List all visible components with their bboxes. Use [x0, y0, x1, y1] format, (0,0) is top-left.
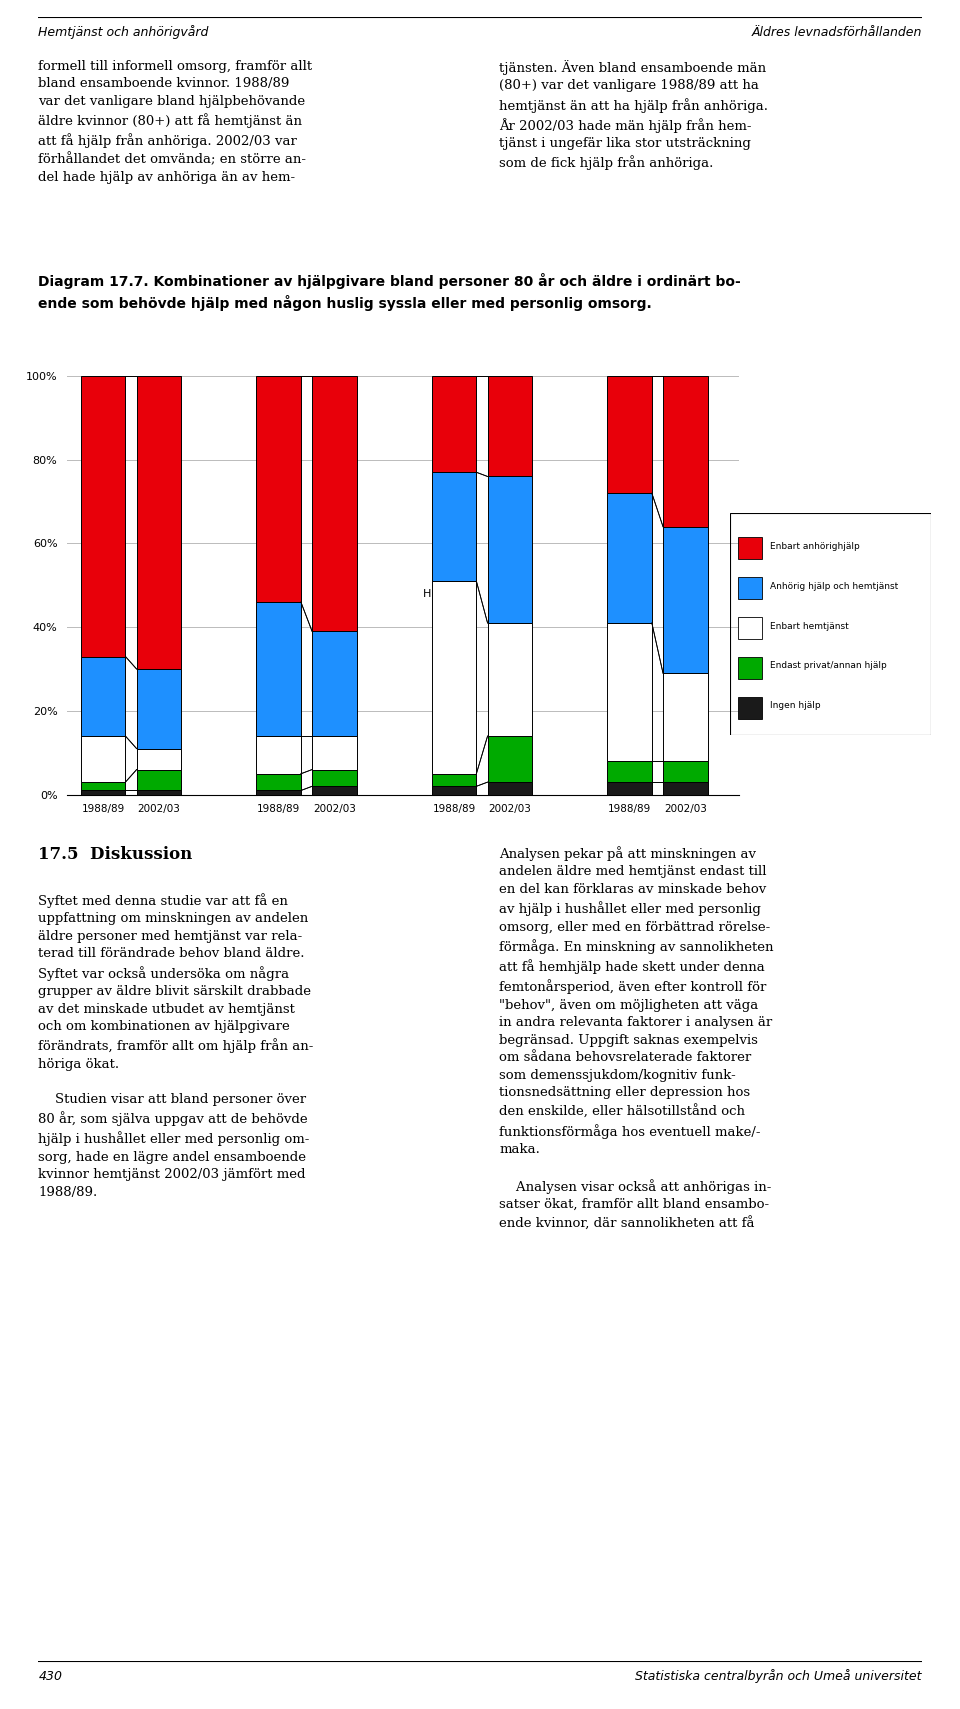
Bar — [607, 761, 652, 783]
Bar — [81, 783, 126, 791]
Bar — [432, 786, 476, 795]
Bar — [737, 697, 762, 719]
Bar — [312, 786, 357, 795]
Text: Enbart hemtjänst: Enbart hemtjänst — [770, 622, 849, 631]
Bar — [312, 376, 357, 631]
Bar — [663, 673, 708, 761]
Bar — [312, 631, 357, 737]
Bar — [81, 656, 126, 737]
Text: 17.5  Diskussion: 17.5 Diskussion — [38, 846, 193, 863]
Bar — [81, 737, 126, 783]
Bar — [81, 791, 126, 795]
Bar — [136, 769, 181, 791]
Bar — [312, 737, 357, 769]
Text: Statistiska centralbyrån och Umeå universitet: Statistiska centralbyrån och Umeå univer… — [636, 1668, 922, 1683]
Bar — [488, 783, 533, 795]
Text: Ingen hjälp: Ingen hjälp — [770, 701, 821, 711]
Bar — [312, 769, 357, 786]
Bar — [256, 791, 300, 795]
Bar — [663, 783, 708, 795]
Bar — [256, 602, 300, 737]
Bar — [136, 376, 181, 668]
Text: Syftet med denna studie var att få en
uppfattning om minskningen av andelen
äldr: Syftet med denna studie var att få en up… — [38, 894, 314, 1200]
Bar — [432, 376, 476, 472]
Bar — [607, 494, 652, 624]
Bar — [136, 668, 181, 749]
Bar — [737, 656, 762, 680]
Text: Diagram 17.7. Kombinationer av hjälpgivare bland personer 80 år och äldre i ordi: Diagram 17.7. Kombinationer av hjälpgiva… — [38, 273, 741, 311]
Bar — [432, 472, 476, 581]
Text: H: H — [423, 588, 432, 598]
Text: Analysen pekar på att minskningen av
andelen äldre med hemtjänst endast till
en : Analysen pekar på att minskningen av and… — [499, 846, 774, 1230]
Bar — [607, 624, 652, 761]
Bar — [432, 774, 476, 786]
Bar — [136, 749, 181, 769]
Text: Anhörig hjälp och hemtjänst: Anhörig hjälp och hemtjänst — [770, 581, 899, 591]
Text: Äldres levnadsförhållanden: Äldres levnadsförhållanden — [752, 26, 922, 39]
Bar — [488, 624, 533, 737]
Bar — [663, 376, 708, 526]
Bar — [81, 376, 126, 656]
Text: 430: 430 — [38, 1670, 62, 1683]
Bar — [488, 376, 533, 477]
Text: tjänsten. Även bland ensamboende män
(80+) var det vanligare 1988/89 att ha
hemt: tjänsten. Även bland ensamboende män (80… — [499, 60, 768, 171]
Bar — [256, 737, 300, 774]
Bar — [432, 581, 476, 774]
Bar — [663, 761, 708, 783]
Bar — [737, 537, 762, 559]
Bar — [488, 737, 533, 783]
Text: Enbart anhörighjälp: Enbart anhörighjälp — [770, 542, 859, 550]
Bar — [256, 376, 300, 602]
Bar — [488, 477, 533, 624]
Bar — [607, 783, 652, 795]
Bar — [737, 617, 762, 639]
Bar — [663, 526, 708, 673]
Text: formell till informell omsorg, framför allt
bland ensamboende kvinnor. 1988/89
v: formell till informell omsorg, framför a… — [38, 60, 313, 185]
Bar — [737, 578, 762, 600]
Text: Hemtjänst och anhörigvård: Hemtjänst och anhörigvård — [38, 24, 208, 39]
Text: Endast privat/annan hjälp: Endast privat/annan hjälp — [770, 661, 887, 670]
Bar — [136, 791, 181, 795]
Bar — [256, 774, 300, 791]
Bar — [607, 376, 652, 494]
